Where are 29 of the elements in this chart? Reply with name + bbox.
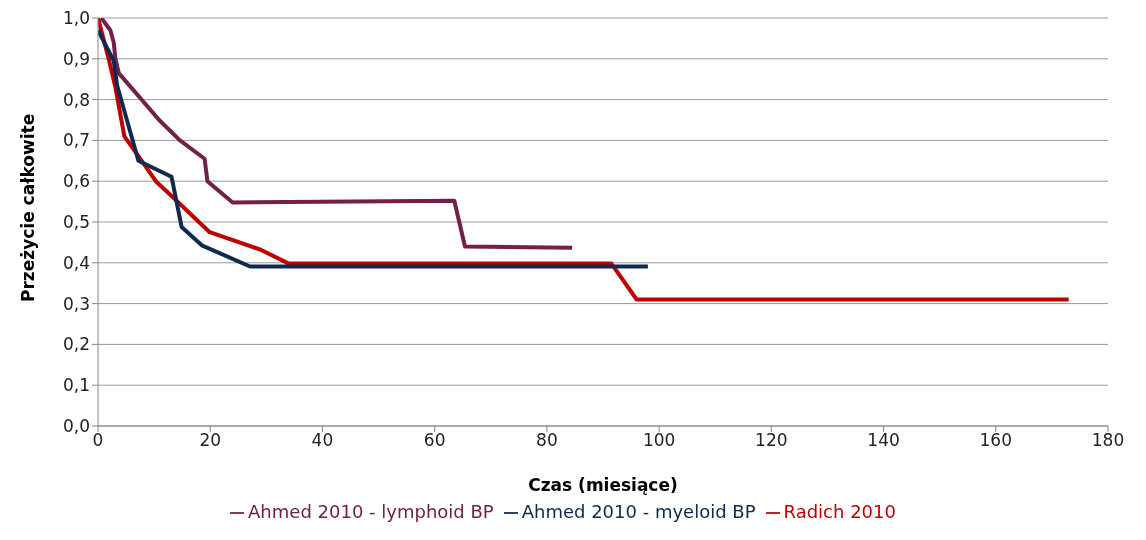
x-tick-label: 60: [423, 430, 446, 451]
legend-label: Radich 2010: [783, 501, 896, 522]
y-tick-label: 0,0: [62, 416, 90, 437]
legend-label: Ahmed 2010 - myeloid BP: [521, 501, 756, 522]
y-tick-label: 1,0: [62, 8, 90, 29]
x-tick-label: 40: [311, 430, 334, 451]
x-tick-label: 120: [755, 430, 788, 451]
x-tick-label: 100: [642, 430, 676, 451]
x-axis-title: Czas (miesiące): [528, 475, 678, 495]
x-tick-label: 80: [536, 430, 558, 451]
y-axis-title: Przeżycie całkowite: [18, 113, 39, 302]
legend-label: Ahmed 2010 - lymphoid BP: [248, 501, 494, 522]
y-tick-label: 0,7: [62, 130, 90, 151]
y-tick-label: 0,4: [62, 252, 90, 273]
y-tick-label: 0,8: [62, 89, 90, 110]
y-tick-label: 0,6: [62, 171, 90, 192]
line-series: [99, 18, 575, 250]
y-tick-label: 0,5: [62, 212, 90, 233]
line-series: [98, 18, 1071, 302]
x-tick-label: 0: [92, 430, 104, 451]
x-tick-label: 20: [199, 430, 222, 451]
y-tick-label: 0,1: [62, 375, 90, 396]
y-tick-label: 0,9: [62, 48, 90, 69]
x-tick-label: 180: [1091, 430, 1125, 451]
y-tick-label: 0,2: [62, 334, 90, 355]
x-tick-label: 140: [867, 430, 900, 451]
line-series: [98, 28, 650, 269]
y-tick-label: 0,3: [62, 293, 90, 314]
x-tick-label: 160: [979, 430, 1012, 451]
